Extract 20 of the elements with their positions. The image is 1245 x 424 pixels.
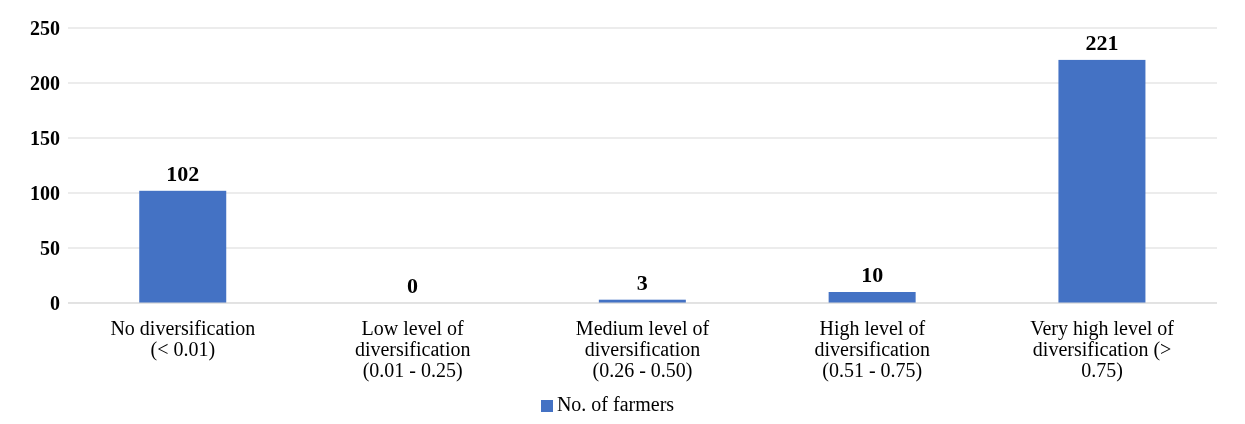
data-label: 0 (407, 273, 419, 298)
data-label: 10 (861, 262, 884, 287)
data-label: 102 (166, 160, 200, 186)
y-tick-label: 250 (30, 17, 60, 40)
x-tick-label: High level of diversification (0.51 - 0.75) (814, 317, 931, 382)
y-tick-label: 50 (40, 237, 60, 260)
y-tick-label: 100 (30, 182, 60, 205)
y-tick-label: 200 (30, 72, 60, 95)
bar (828, 292, 916, 303)
legend-label: No. of farmers (556, 393, 675, 415)
y-tick-label: 150 (30, 127, 60, 150)
x-tick-label: Very high level of diversification (> 0.75) (1030, 317, 1175, 382)
x-tick-label: Medium level of diversification (0.26 - 0.50) (575, 317, 710, 382)
x-tick-label: No diversification (< 0.01) (110, 317, 256, 361)
bar (1058, 59, 1146, 303)
bar (139, 190, 227, 303)
data-label: 221 (1085, 29, 1119, 55)
y-tick-label: 0 (50, 292, 60, 315)
data-label: 3 (636, 269, 648, 295)
x-tick-label: Low level of diversification (0.01 - 0.25) (354, 317, 471, 382)
